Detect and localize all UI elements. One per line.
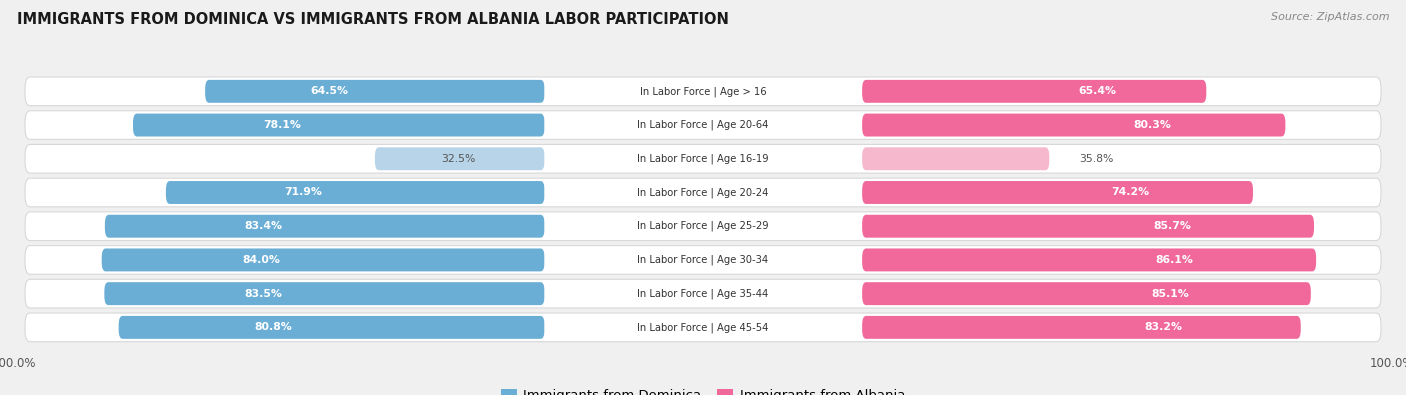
- Text: 71.9%: 71.9%: [284, 188, 322, 198]
- Text: In Labor Force | Age 20-24: In Labor Force | Age 20-24: [637, 187, 769, 198]
- Text: 83.4%: 83.4%: [245, 221, 283, 231]
- Text: In Labor Force | Age 45-54: In Labor Force | Age 45-54: [637, 322, 769, 333]
- FancyBboxPatch shape: [862, 114, 1285, 137]
- Text: Source: ZipAtlas.com: Source: ZipAtlas.com: [1271, 12, 1389, 22]
- Text: 78.1%: 78.1%: [263, 120, 301, 130]
- FancyBboxPatch shape: [25, 279, 1381, 308]
- FancyBboxPatch shape: [544, 80, 862, 103]
- FancyBboxPatch shape: [25, 178, 1381, 207]
- Text: In Labor Force | Age 30-34: In Labor Force | Age 30-34: [637, 255, 769, 265]
- Text: 80.3%: 80.3%: [1133, 120, 1171, 130]
- FancyBboxPatch shape: [25, 111, 1381, 139]
- FancyBboxPatch shape: [862, 181, 1253, 204]
- FancyBboxPatch shape: [862, 316, 1301, 339]
- Text: 83.5%: 83.5%: [245, 289, 283, 299]
- FancyBboxPatch shape: [118, 316, 544, 339]
- FancyBboxPatch shape: [862, 147, 1049, 170]
- FancyBboxPatch shape: [862, 248, 1316, 271]
- Text: In Labor Force | Age 35-44: In Labor Force | Age 35-44: [637, 288, 769, 299]
- FancyBboxPatch shape: [862, 215, 1315, 238]
- FancyBboxPatch shape: [166, 181, 544, 204]
- FancyBboxPatch shape: [25, 212, 1381, 241]
- Text: 85.7%: 85.7%: [1154, 221, 1192, 231]
- Text: In Labor Force | Age 25-29: In Labor Force | Age 25-29: [637, 221, 769, 231]
- FancyBboxPatch shape: [101, 248, 544, 271]
- Text: 86.1%: 86.1%: [1156, 255, 1194, 265]
- Text: 64.5%: 64.5%: [311, 87, 349, 96]
- Text: 83.2%: 83.2%: [1144, 322, 1182, 332]
- Text: 85.1%: 85.1%: [1152, 289, 1189, 299]
- FancyBboxPatch shape: [544, 215, 862, 238]
- Text: In Labor Force | Age 16-19: In Labor Force | Age 16-19: [637, 154, 769, 164]
- Text: In Labor Force | Age 20-64: In Labor Force | Age 20-64: [637, 120, 769, 130]
- Legend: Immigrants from Dominica, Immigrants from Albania: Immigrants from Dominica, Immigrants fro…: [501, 389, 905, 395]
- Text: 32.5%: 32.5%: [441, 154, 475, 164]
- FancyBboxPatch shape: [862, 282, 1310, 305]
- Text: 80.8%: 80.8%: [254, 322, 291, 332]
- Text: 84.0%: 84.0%: [243, 255, 281, 265]
- FancyBboxPatch shape: [544, 114, 862, 137]
- FancyBboxPatch shape: [134, 114, 544, 137]
- Text: 74.2%: 74.2%: [1111, 188, 1149, 198]
- FancyBboxPatch shape: [544, 282, 862, 305]
- FancyBboxPatch shape: [544, 181, 862, 204]
- FancyBboxPatch shape: [25, 313, 1381, 342]
- Text: 35.8%: 35.8%: [1078, 154, 1114, 164]
- Text: 65.4%: 65.4%: [1078, 87, 1116, 96]
- FancyBboxPatch shape: [544, 147, 862, 170]
- FancyBboxPatch shape: [25, 145, 1381, 173]
- FancyBboxPatch shape: [105, 215, 544, 238]
- FancyBboxPatch shape: [25, 77, 1381, 105]
- FancyBboxPatch shape: [25, 246, 1381, 274]
- FancyBboxPatch shape: [862, 80, 1206, 103]
- Text: IMMIGRANTS FROM DOMINICA VS IMMIGRANTS FROM ALBANIA LABOR PARTICIPATION: IMMIGRANTS FROM DOMINICA VS IMMIGRANTS F…: [17, 12, 728, 27]
- FancyBboxPatch shape: [544, 316, 862, 339]
- FancyBboxPatch shape: [205, 80, 544, 103]
- Text: In Labor Force | Age > 16: In Labor Force | Age > 16: [640, 86, 766, 97]
- FancyBboxPatch shape: [544, 248, 862, 271]
- FancyBboxPatch shape: [375, 147, 544, 170]
- FancyBboxPatch shape: [104, 282, 544, 305]
